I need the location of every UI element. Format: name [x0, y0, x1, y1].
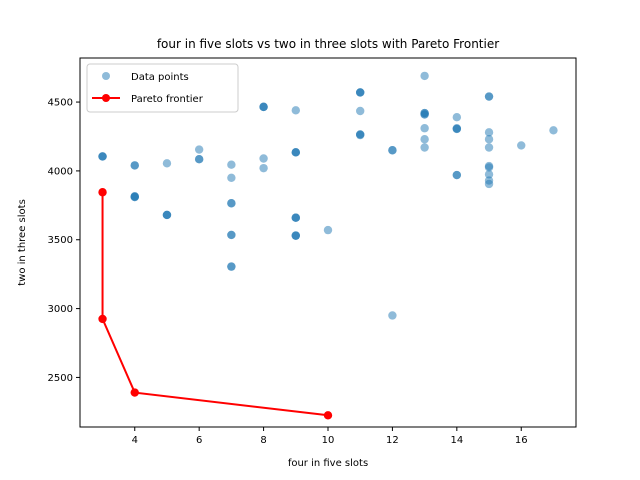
data-point [420, 124, 429, 133]
legend: Data points Pareto frontier [86, 63, 239, 113]
data-point [227, 160, 236, 169]
data-point [452, 170, 462, 180]
data-point [259, 163, 268, 173]
data-point [356, 130, 365, 140]
data-point [420, 143, 429, 152]
data-point [420, 135, 429, 144]
data-point [227, 230, 236, 240]
x-tick-label: 14 [450, 435, 463, 446]
data-point [162, 210, 172, 220]
x-tick-label: 10 [322, 435, 335, 446]
data-point [194, 154, 204, 164]
data-point [259, 102, 268, 112]
data-point [484, 163, 494, 172]
y-tick-label: 4000 [48, 166, 73, 177]
pareto-point [98, 188, 107, 197]
y-axis: 2500 3000 3500 4000 4500 [48, 98, 80, 384]
legend-pareto-label: Pareto frontier [131, 94, 204, 105]
legend-box [86, 63, 239, 113]
data-point [484, 92, 494, 101]
data-point [356, 88, 365, 97]
legend-pareto-marker [102, 94, 110, 102]
data-point [549, 126, 558, 135]
data-point [291, 231, 300, 240]
legend-data-points-marker [102, 72, 110, 80]
data-point [484, 179, 494, 189]
x-tick-label: 12 [386, 435, 399, 446]
data-point [484, 135, 494, 144]
data-point [452, 113, 462, 122]
x-tick-label: 6 [196, 435, 202, 446]
data-point [162, 159, 172, 168]
data-point [291, 213, 300, 222]
pareto-point [98, 314, 107, 324]
data-point [323, 225, 333, 235]
data-point [130, 192, 139, 202]
x-tick-label: 8 [260, 435, 266, 446]
legend-data-points-label: Data points [131, 72, 189, 83]
x-axis: 4 6 8 10 12 14 16 [132, 427, 528, 446]
data-point [388, 311, 397, 320]
y-axis-label: two in three slots [17, 199, 28, 286]
x-tick-label: 4 [132, 435, 138, 446]
pareto-point [130, 388, 139, 397]
x-axis-label: four in five slots [288, 458, 368, 469]
plot-area [79, 57, 577, 428]
pareto-point [323, 411, 333, 420]
y-tick-label: 2500 [48, 373, 73, 384]
data-point [98, 152, 107, 161]
data-point [388, 146, 397, 155]
data-point [484, 170, 494, 179]
data-point [452, 124, 462, 134]
plot-frame [79, 57, 577, 428]
data-point [356, 106, 365, 116]
data-point [130, 161, 139, 170]
data-point [291, 106, 300, 115]
y-tick-label: 4500 [48, 98, 73, 109]
y-tick-label: 3000 [48, 304, 73, 315]
data-point [227, 199, 236, 208]
x-tick-label: 16 [515, 435, 528, 446]
data-point [484, 128, 494, 137]
data-point [227, 262, 236, 271]
data-point [517, 141, 526, 150]
chart-title: four in five slots vs two in three slots… [157, 37, 499, 51]
data-point [194, 145, 204, 154]
data-point [484, 143, 494, 152]
data-point [291, 148, 300, 157]
pareto-frontier-line [101, 192, 329, 417]
data-point [420, 110, 429, 119]
y-tick-label: 3500 [48, 235, 73, 246]
data-point [259, 154, 268, 163]
data-point [420, 71, 429, 81]
data-point [227, 173, 236, 182]
